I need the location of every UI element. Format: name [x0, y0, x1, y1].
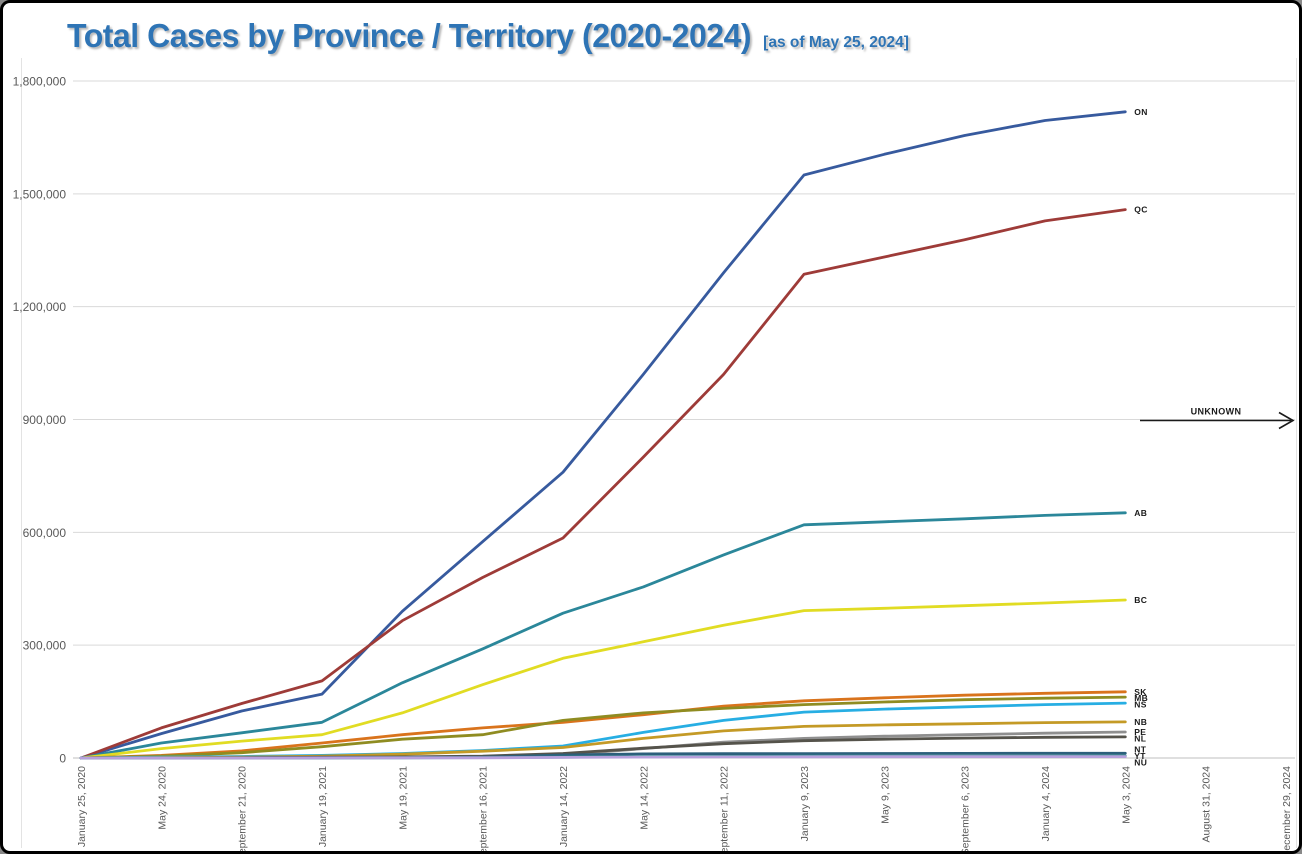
series-label-MB: MB: [1134, 693, 1148, 703]
series-label-NL: NL: [1134, 733, 1146, 743]
x-tick-label: May 9, 2023: [879, 766, 891, 824]
series-line-MB: [79, 695, 1127, 760]
y-tick-label: 300,000: [23, 639, 67, 653]
series-line-SK: [79, 690, 1127, 760]
series-label-ON: ON: [1134, 107, 1147, 117]
x-tick-label: January 9, 2023: [799, 766, 811, 841]
x-tick-label: May 3, 2024: [1120, 766, 1132, 824]
chart-title: Total Cases by Province / Territory (202…: [67, 17, 752, 54]
series-label-PE: PE: [1134, 727, 1146, 737]
x-tick-label: May 24, 2020: [156, 766, 168, 830]
y-tick-label: 1,800,000: [13, 75, 67, 89]
y-tick-label: 1,200,000: [13, 300, 67, 314]
series-label-YT: YT: [1134, 751, 1146, 761]
chart-subtitle: [as of May 25, 2024]: [763, 34, 909, 51]
series-line-BC: [79, 598, 1127, 760]
series-label-NT: NT: [1134, 745, 1146, 755]
series-label-BC: BC: [1134, 595, 1147, 605]
y-tick-label: 1,500,000: [13, 187, 67, 201]
x-tick-label: September 21, 2020: [237, 766, 249, 854]
series-line-AB: [79, 511, 1127, 760]
series-label-QC: QC: [1134, 205, 1147, 215]
x-tick-label: January 14, 2022: [558, 766, 570, 847]
x-tick-label: September 11, 2022: [719, 766, 731, 854]
series-line-QC: [79, 208, 1127, 760]
x-tick-label: May 14, 2022: [638, 766, 650, 830]
x-tick-label: May 19, 2021: [397, 766, 409, 830]
page-title: Total Cases by Province / Territory (202…: [67, 17, 909, 55]
x-tick-label: August 31, 2024: [1201, 766, 1213, 843]
y-tick-label: 600,000: [23, 526, 67, 540]
series-line-ON: [79, 110, 1127, 760]
y-tick-label: 900,000: [23, 413, 67, 427]
series-label-NU: NU: [1134, 758, 1147, 768]
unknown-annotation-label: UNKNOWN: [1191, 407, 1242, 417]
x-tick-label: January 4, 2024: [1040, 766, 1052, 841]
series-label-NB: NB: [1134, 717, 1147, 727]
x-tick-label: December 29, 2024: [1281, 766, 1293, 854]
line-chart: 0 300,000 600,000 900,000 1,200,000 1,500,000…: [13, 58, 1297, 854]
y-tick-label: 0: [59, 752, 66, 766]
unknown-annotation-arrowhead: [1278, 411, 1295, 430]
x-tick-label: January 25, 2020: [76, 766, 88, 847]
series-line-NU: [79, 755, 1127, 760]
x-tick-label: September 16, 2021: [478, 766, 490, 854]
x-tick-label: September 6, 2023: [960, 766, 972, 854]
x-tick-label: January 19, 2021: [317, 766, 329, 847]
series-label-SK: SK: [1134, 687, 1147, 697]
series-label-NS: NS: [1134, 700, 1146, 710]
series-label-AB: AB: [1134, 508, 1147, 518]
